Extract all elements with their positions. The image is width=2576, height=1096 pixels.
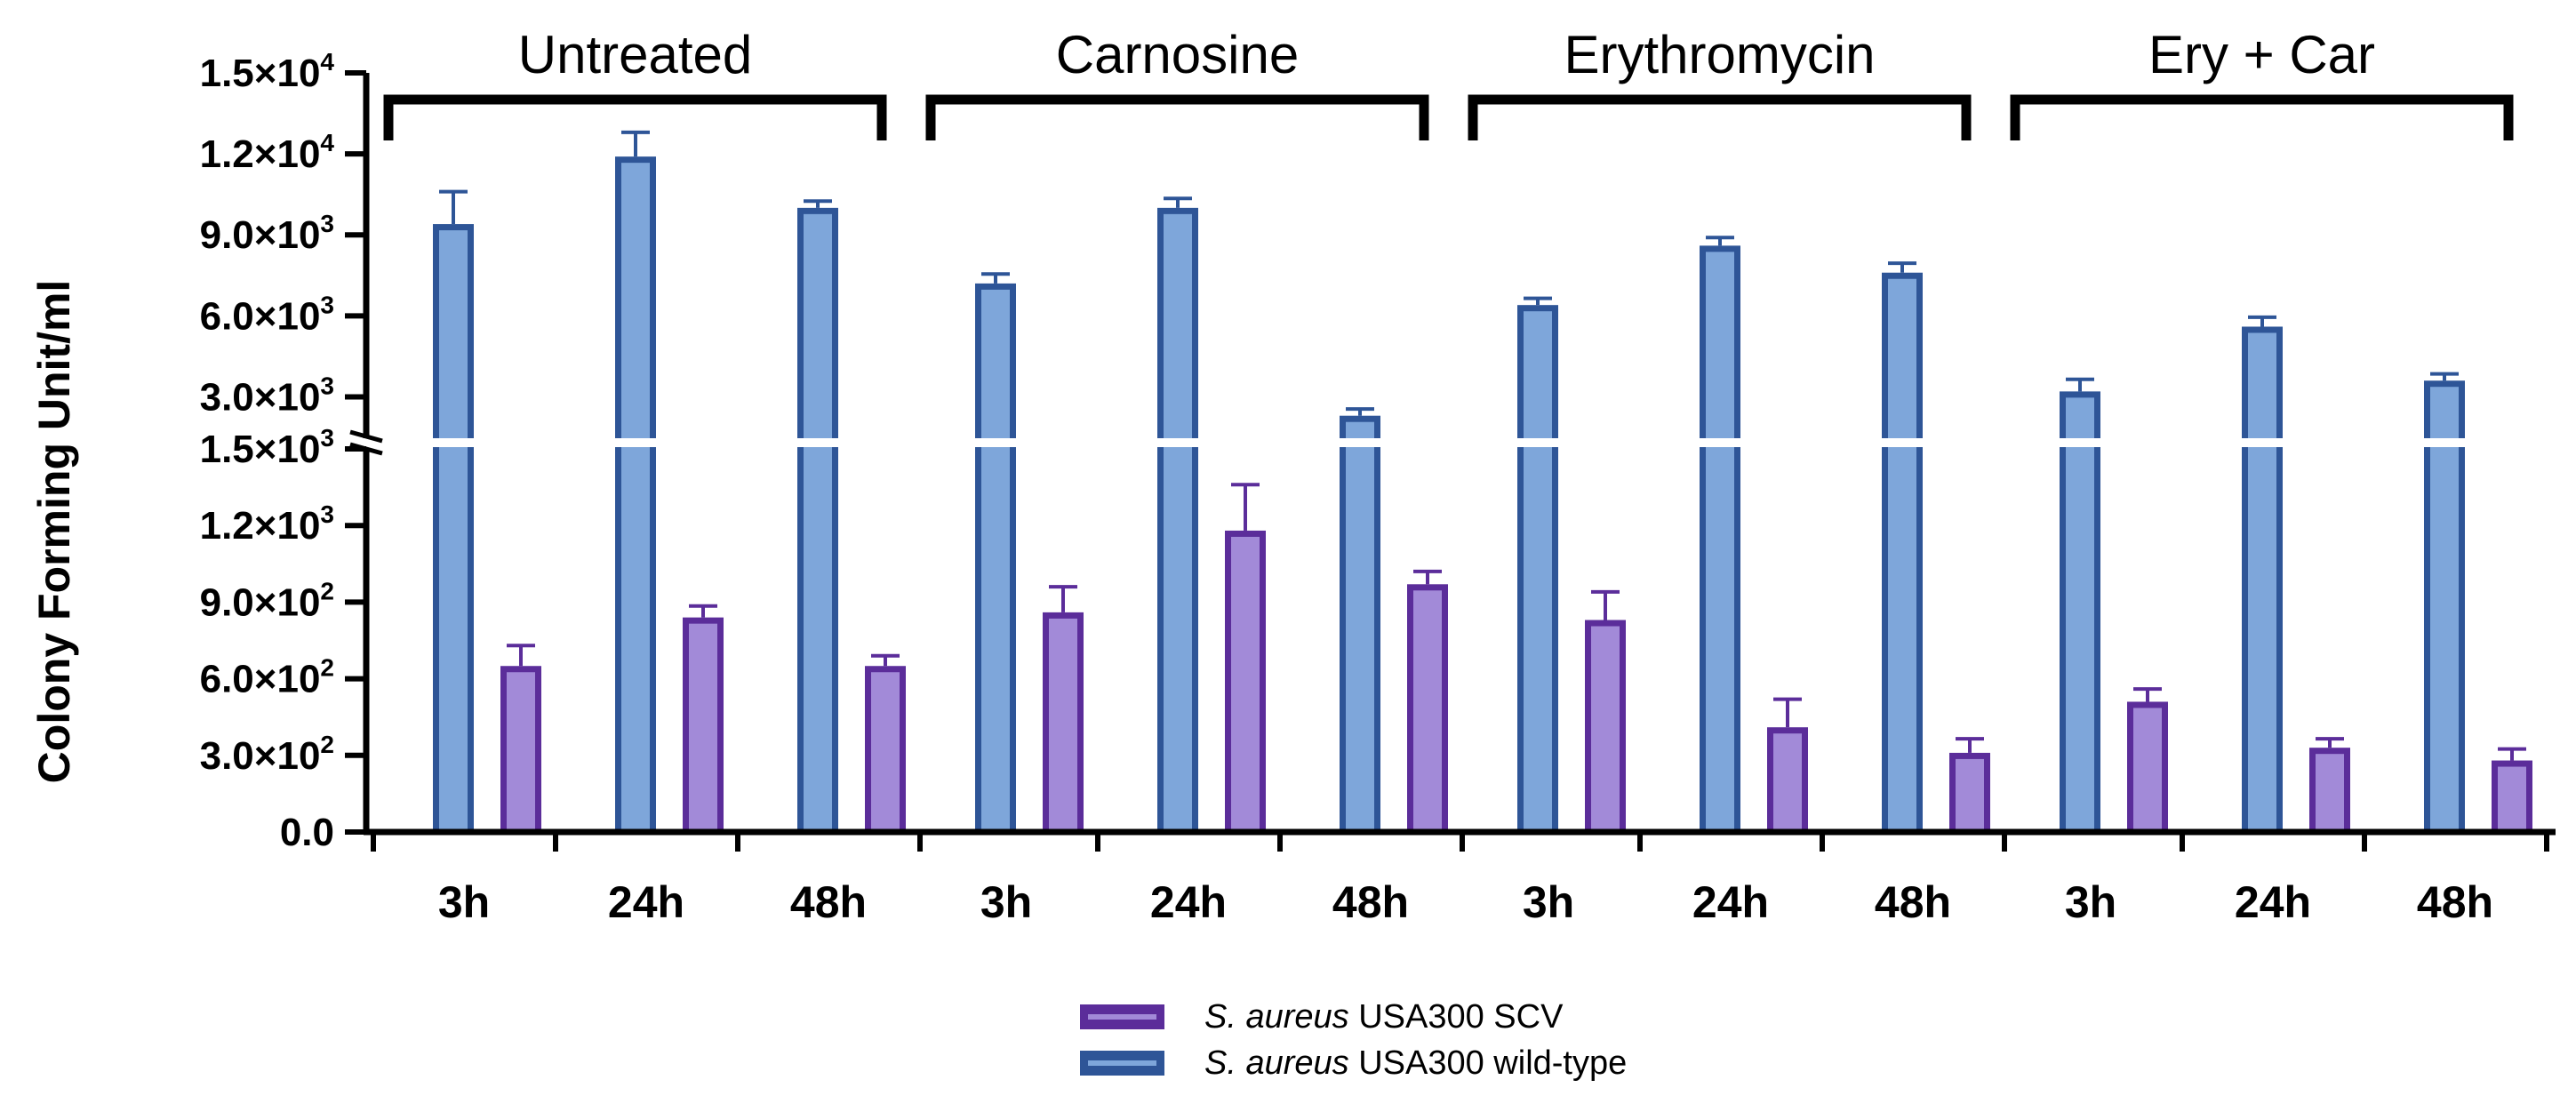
x-category-label: 3h xyxy=(2065,877,2116,927)
bar-wild-type xyxy=(1882,272,1923,836)
bar-wild-type xyxy=(615,156,656,836)
group-label: Carnosine xyxy=(1056,25,1300,84)
x-category-label: 3h xyxy=(438,877,490,927)
axes-layer xyxy=(345,70,2556,852)
bar-scv xyxy=(1043,612,1084,836)
bar-wild-type xyxy=(975,283,1016,836)
group-bracket xyxy=(1468,94,1972,140)
bar-wild-type xyxy=(797,207,838,836)
y-tick-label: 1.2×104 xyxy=(200,129,335,176)
axis-break-gap xyxy=(348,438,2556,447)
bar-scv xyxy=(683,617,724,836)
group-bracket xyxy=(2010,94,2514,140)
bars-layer xyxy=(348,130,2556,836)
x-category-label: 24h xyxy=(2235,877,2311,927)
x-category-label: 24h xyxy=(1150,877,1227,927)
bar-wild-type xyxy=(2060,391,2100,836)
y-tick-label: 3.0×103 xyxy=(200,372,334,419)
x-category-label: 48h xyxy=(790,877,867,927)
y-tick-label: 6.0×102 xyxy=(200,654,334,701)
bar-scv xyxy=(500,666,541,836)
legend-label: S. aureus USA300 SCV xyxy=(1204,998,1564,1036)
y-tick-label: 1.5×104 xyxy=(200,48,335,95)
group-bracket xyxy=(925,94,1429,140)
legend-label: S. aureus USA300 wild-type xyxy=(1204,1044,1627,1082)
legend: S. aureus USA300 SCV S. aureus USA300 wil… xyxy=(1080,998,1627,1082)
y-tick-label: 0.0 xyxy=(280,811,334,854)
bar-wild-type xyxy=(1157,207,1198,836)
y-tick-label: 1.5×103 xyxy=(200,424,334,471)
bar-scv xyxy=(865,666,906,836)
bar-scv xyxy=(1585,620,1626,836)
bar-wild-type xyxy=(1340,415,1380,836)
x-category-label: 24h xyxy=(1692,877,1769,927)
y-tick-label: 9.0×103 xyxy=(200,210,334,257)
legend-swatch-fill xyxy=(1088,1014,1156,1020)
bar-scv xyxy=(2492,760,2532,836)
x-category-label: 48h xyxy=(1875,877,1951,927)
bar-scv xyxy=(1949,752,1990,836)
group-bracket xyxy=(383,94,887,140)
x-category-label: 48h xyxy=(2417,877,2493,927)
y-tick-label: 9.0×102 xyxy=(200,577,334,624)
bar-scv xyxy=(1407,584,1448,836)
bar-scv xyxy=(2127,701,2168,836)
y-tick-label: 6.0×103 xyxy=(200,291,334,338)
axis-break-mark xyxy=(349,429,383,444)
x-category-label: 3h xyxy=(1523,877,1574,927)
bar-wild-type xyxy=(2424,380,2465,836)
x-category-label: 24h xyxy=(608,877,684,927)
group-label: Ery + Car xyxy=(2148,25,2375,84)
bar-wild-type xyxy=(2242,326,2283,836)
bar-wild-type xyxy=(433,224,474,836)
bar-scv xyxy=(2309,748,2350,836)
y-tick-label: 3.0×102 xyxy=(200,731,334,778)
y-tick-label: 1.2×103 xyxy=(200,500,334,548)
bar-wild-type xyxy=(1517,305,1558,836)
labels-layer: 0.0 3.0×102 6.0×102 9.0×102 1.2×103 1.5×103 3.… xyxy=(200,25,2514,927)
legend-swatch-fill xyxy=(1088,1060,1156,1066)
bar-scv xyxy=(1225,530,1266,836)
y-axis-title: Colony Forming Unit/ml xyxy=(29,280,79,784)
x-category-label: 3h xyxy=(980,877,1032,927)
x-category-label: 48h xyxy=(1332,877,1409,927)
bar-wild-type xyxy=(1700,245,1740,836)
bar-scv xyxy=(1767,727,1808,836)
group-label: Erythromycin xyxy=(1564,25,1875,84)
group-label: Untreated xyxy=(518,25,753,84)
